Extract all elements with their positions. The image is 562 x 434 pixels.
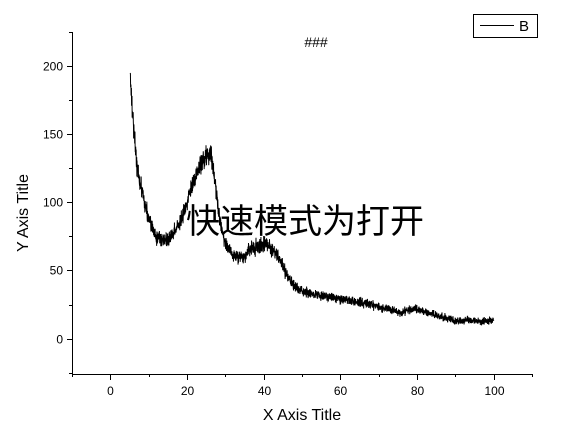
legend-label: B	[519, 18, 529, 35]
y-tick-label: 100	[43, 196, 63, 210]
legend: B	[473, 14, 538, 38]
x-tick-label: 40	[258, 384, 272, 398]
x-tick-label: 100	[484, 384, 504, 398]
y-axis-title: Y Axis Title	[15, 174, 32, 252]
x-axis: 0 20 40 60 80 100	[72, 374, 533, 398]
x-tick-label: 20	[181, 384, 195, 398]
y-axis: 0 50 100 150 200	[43, 32, 73, 375]
y-tick-label: 50	[50, 264, 64, 278]
y-tick-label: 0	[56, 333, 63, 347]
y-tick-label: 200	[43, 60, 63, 74]
chart-title: ###	[304, 34, 328, 50]
x-tick-label: 80	[411, 384, 425, 398]
series-line-b	[129, 72, 495, 326]
x-axis-title: X Axis Title	[263, 407, 341, 424]
x-tick-label: 0	[107, 384, 114, 398]
y-tick-label: 150	[43, 128, 63, 142]
x-tick-label: 60	[334, 384, 348, 398]
watermark-text: 快速模式为打开	[186, 202, 424, 242]
